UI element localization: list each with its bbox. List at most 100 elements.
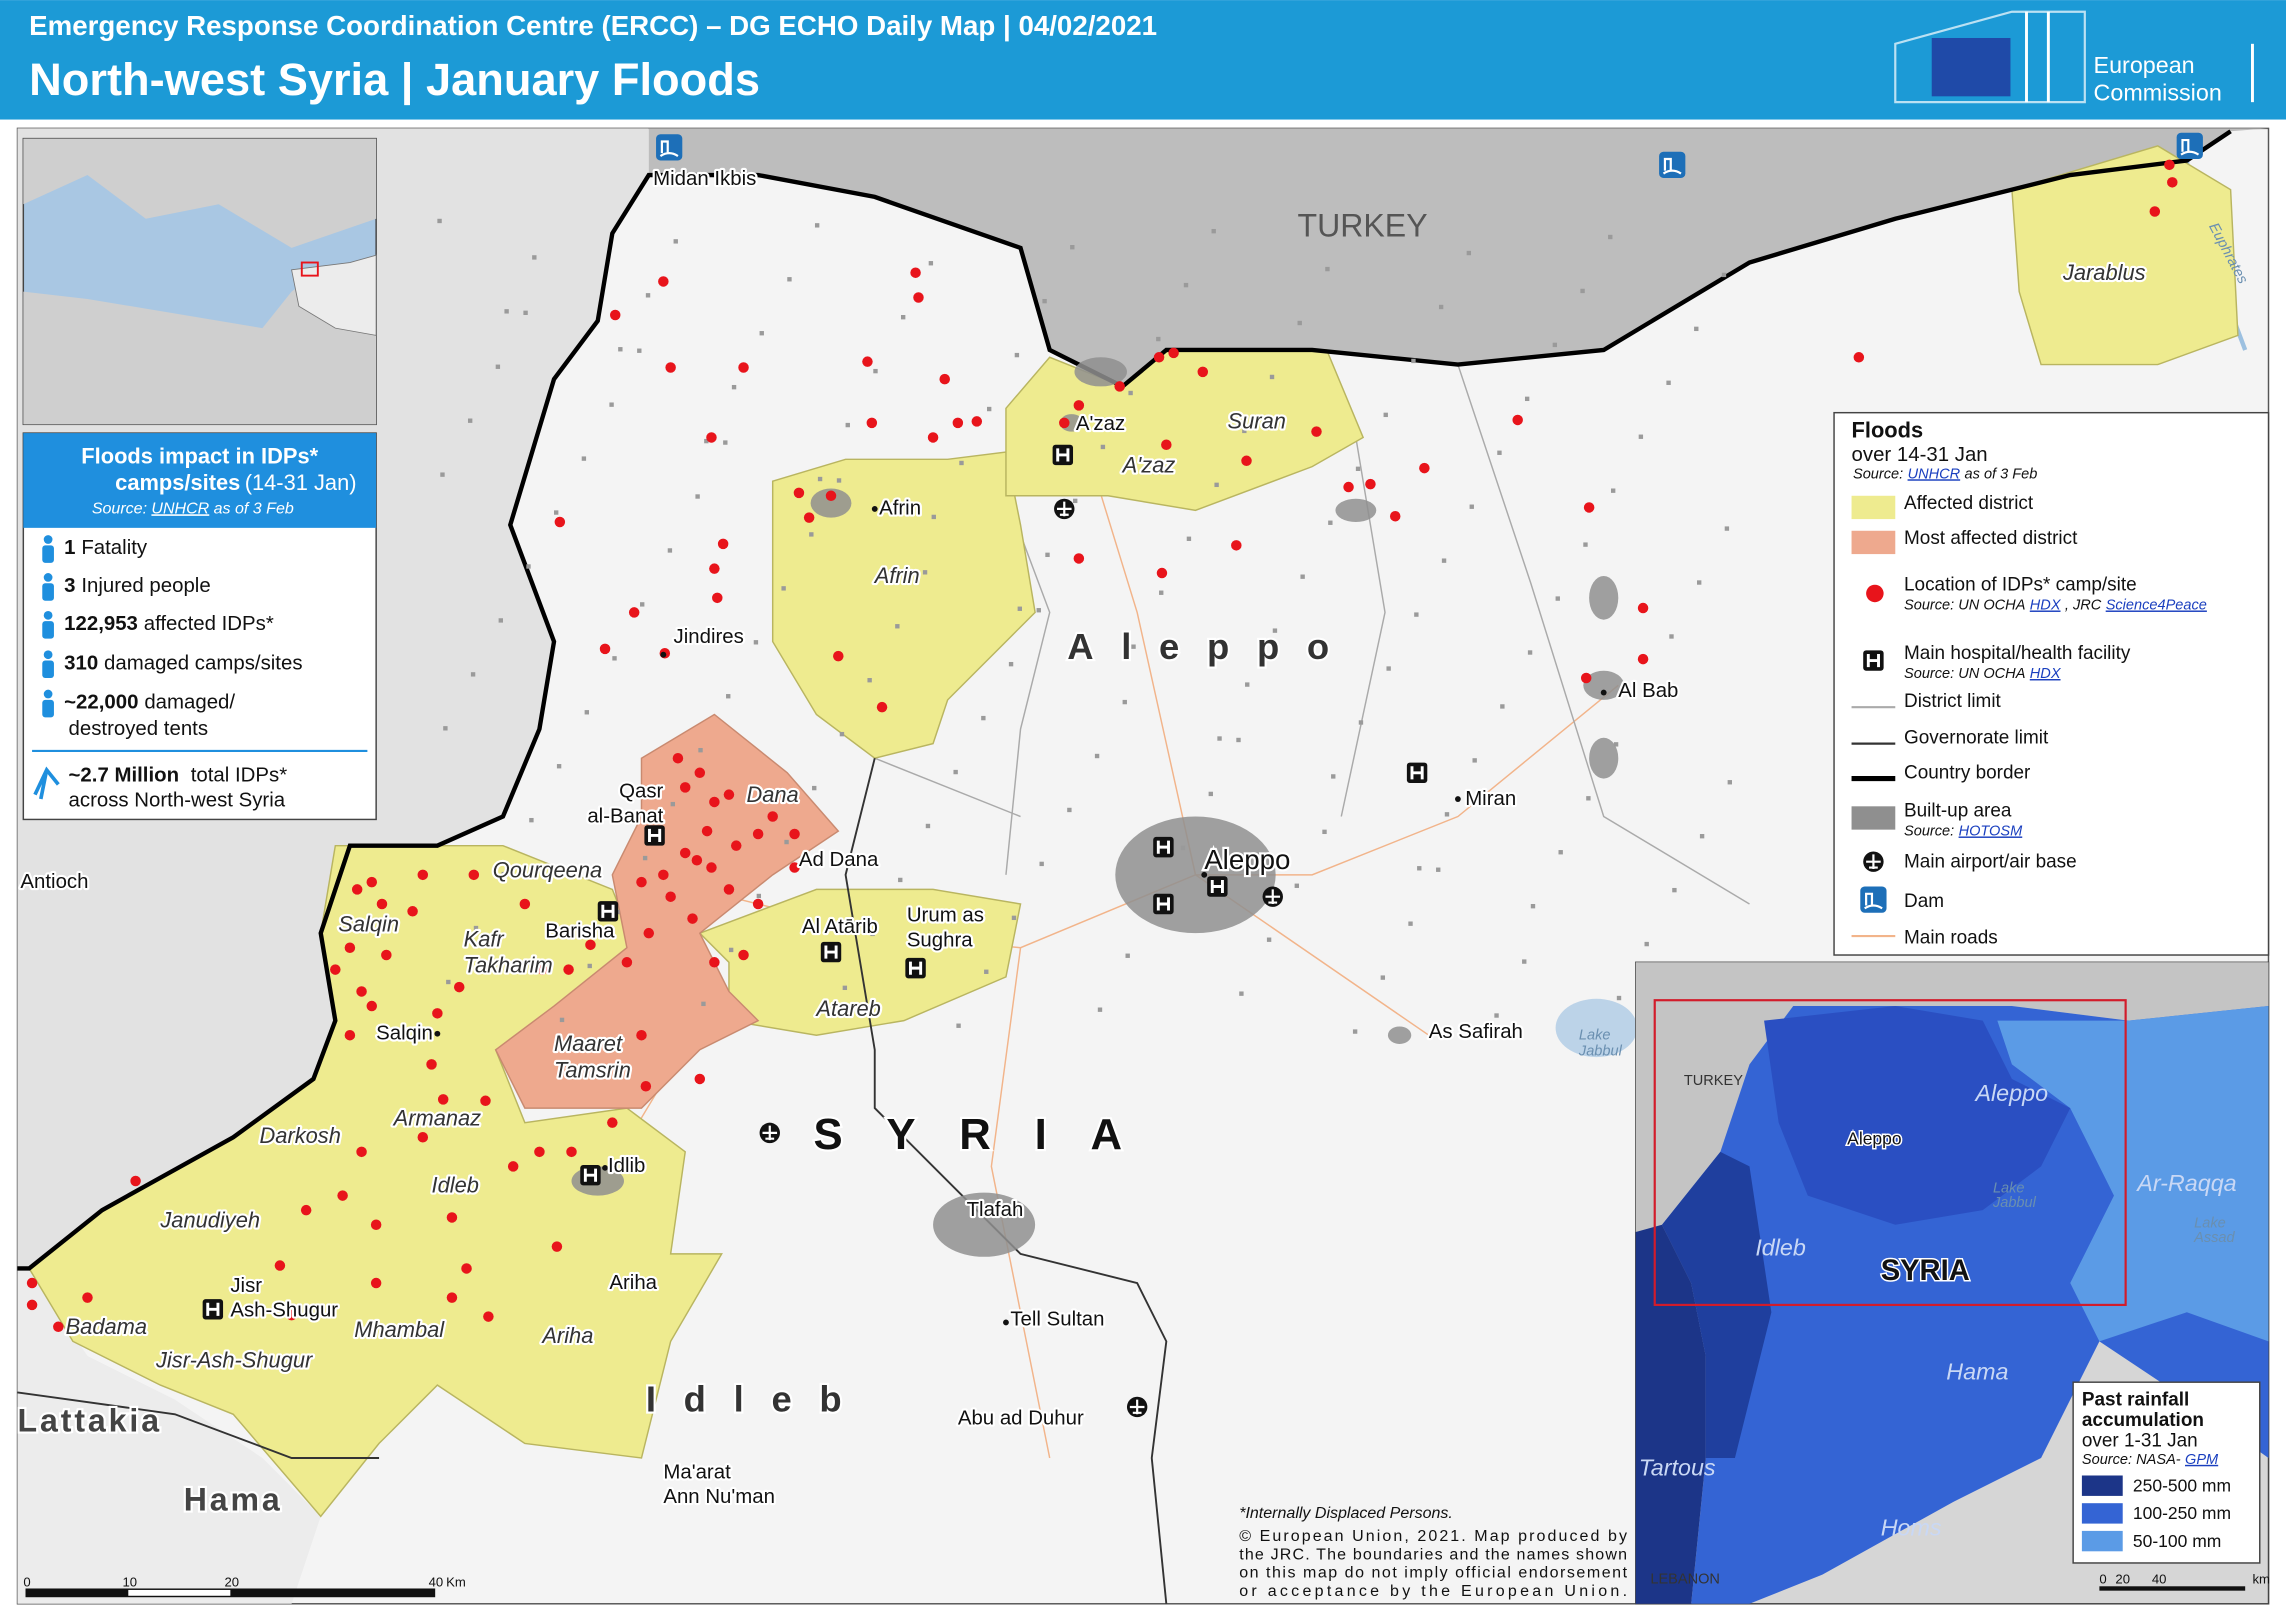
impact-value: 122,953 xyxy=(64,613,138,635)
affected-district xyxy=(771,451,1036,759)
built-up-area xyxy=(529,817,534,823)
district-label: Ariha xyxy=(540,1323,593,1348)
impact-item: 122,953 affected IDPs* xyxy=(64,613,274,635)
town-label: Midan Ikbis xyxy=(653,168,756,190)
disclaimer: © European Union, 2021. Map produced by xyxy=(1239,1527,1627,1545)
idp-camp xyxy=(640,1080,652,1092)
impact-value: 1 xyxy=(64,537,75,559)
idp-camp xyxy=(1231,540,1242,551)
idp-camp xyxy=(563,964,574,975)
built-up-area xyxy=(809,532,814,537)
country-border xyxy=(17,129,2232,1271)
built-up-area xyxy=(1580,288,1585,294)
idp-camp xyxy=(665,362,676,373)
impact-header xyxy=(23,433,377,528)
inset-scale-bar xyxy=(2099,1586,2246,1591)
built-up-area xyxy=(1269,374,1275,380)
idp-camp xyxy=(376,898,388,910)
inset-label: SYRIA xyxy=(1881,1255,1970,1287)
built-up-area xyxy=(1411,358,1416,364)
idp-camp xyxy=(53,1321,64,1333)
idp-camp xyxy=(717,538,729,550)
built-up-area xyxy=(1294,883,1299,888)
governorate-label: Hama xyxy=(184,1481,283,1517)
impact-value: ~22,000 xyxy=(64,692,138,714)
impact-value: 3 xyxy=(64,575,75,597)
legend-period: over 14-31 Jan xyxy=(1852,444,1988,466)
legend-symbol xyxy=(1866,584,1884,603)
town-label: Jisr xyxy=(230,1275,262,1297)
district-label: Afrin xyxy=(873,563,920,588)
idp-camp xyxy=(1161,439,1172,451)
built-up-area xyxy=(440,472,445,477)
district-label: Armanaz xyxy=(392,1106,482,1131)
impact-icon xyxy=(42,660,54,679)
built-up-area xyxy=(1472,758,1477,763)
built-up-area xyxy=(1242,428,1247,434)
legend-label: Main airport/air base xyxy=(1904,852,2077,873)
legend-title: Floods xyxy=(1852,417,1924,442)
built-up-area xyxy=(1211,228,1216,234)
idp-camp xyxy=(665,891,676,902)
airport-icon xyxy=(1056,501,1072,517)
built-up-area xyxy=(1436,867,1441,872)
idp-camp xyxy=(706,862,717,873)
governorate-label: SYRIA xyxy=(814,1110,1166,1159)
built-up-area xyxy=(1694,326,1699,332)
idp-camp xyxy=(1853,352,1865,363)
built-up-area xyxy=(1094,753,1100,759)
map: TURKEY Aleppo SYRIA Idleb Lattakia Hama Aleppo… xyxy=(15,128,2270,1605)
town-label: Antioch xyxy=(20,871,88,893)
inset-scale-label: 40 xyxy=(2152,1571,2167,1586)
built-up-area xyxy=(1380,975,1386,980)
idp-camp xyxy=(1365,478,1376,490)
idp-camp xyxy=(694,767,706,779)
built-up-area xyxy=(1355,466,1361,471)
built-up-area xyxy=(953,769,958,775)
impact-item: 3 Injured people xyxy=(64,575,211,597)
legend-source: Source: UNHCR as of 3 Feb xyxy=(1853,466,2037,482)
affected-district xyxy=(2011,145,2239,366)
idp-camp xyxy=(370,1277,382,1289)
idp-camp xyxy=(286,1309,297,1321)
scale-label: 0 xyxy=(23,1574,30,1589)
built-up-area xyxy=(1017,606,1022,611)
impact-label: damaged camps/sites xyxy=(104,652,303,674)
idp-camp xyxy=(130,1175,141,1187)
idp-camp xyxy=(537,964,548,975)
built-up-area xyxy=(446,979,451,985)
rainfall-legend-source: Source: NASA- GPM xyxy=(2082,1452,2219,1468)
built-up-area xyxy=(814,223,820,228)
built-up-area xyxy=(898,877,903,883)
legend-source-part: HDX xyxy=(2030,666,2062,682)
inset-lake: Assad xyxy=(2193,1230,2235,1246)
idp-camp xyxy=(437,1094,449,1105)
impact-icon xyxy=(42,545,54,563)
idp-camp xyxy=(789,862,800,873)
idp-camp xyxy=(534,1146,545,1158)
airport-icon xyxy=(1129,1399,1145,1415)
idp-camp xyxy=(952,417,964,429)
built-up-area xyxy=(931,514,936,520)
built-up-area xyxy=(532,255,537,260)
built-up-area xyxy=(1358,720,1364,725)
hospital-icon xyxy=(1156,840,1170,854)
idp-camp xyxy=(461,1263,472,1274)
district-label: Jisr-Ash-Shugur xyxy=(155,1348,314,1373)
idp-camp xyxy=(1156,567,1168,579)
town-label: Sughra xyxy=(907,929,973,951)
built-up-area xyxy=(1672,887,1677,893)
country-label: TURKEY xyxy=(1298,207,1428,243)
scale-bar xyxy=(26,1589,129,1597)
town-label: A'zaz xyxy=(1076,413,1125,435)
idp-camp xyxy=(1512,414,1523,426)
hospital-icon xyxy=(1866,653,1880,668)
town-label: Afrin xyxy=(879,498,921,520)
idp-camp xyxy=(356,986,367,997)
idp-camp xyxy=(274,1260,286,1271)
idp-camp xyxy=(643,927,655,939)
idp-camp xyxy=(636,1029,647,1041)
idp-camp xyxy=(370,1219,382,1230)
legend-source-part: Source: xyxy=(1904,823,1954,839)
rainfall-legend-source-part: GPM xyxy=(2185,1452,2219,1468)
